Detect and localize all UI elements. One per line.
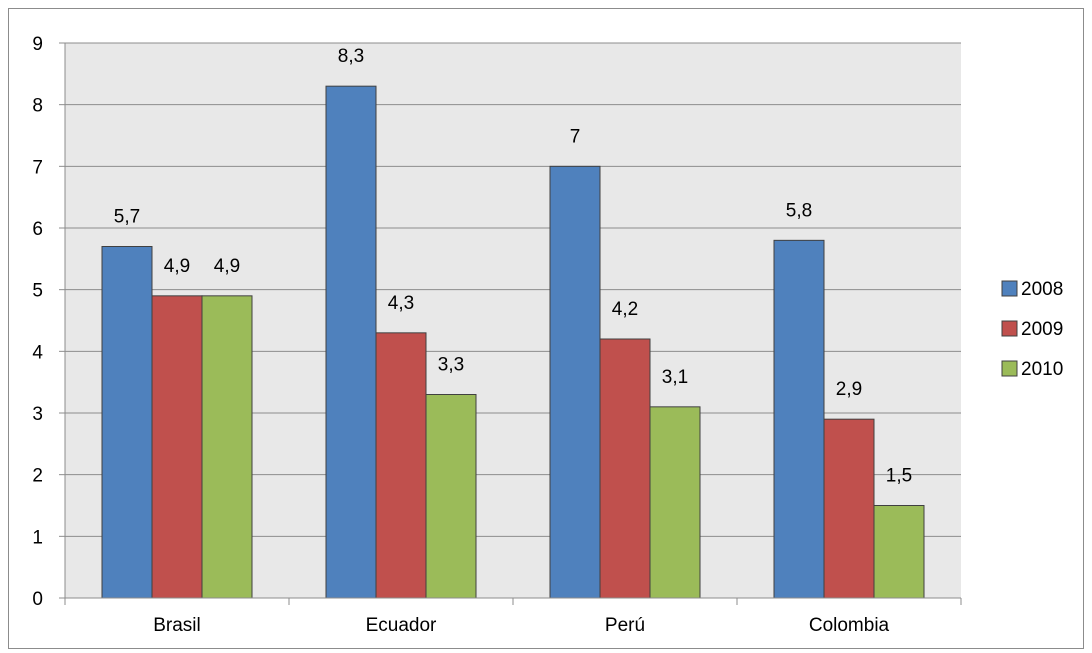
bars bbox=[101, 85, 925, 599]
bar-2008-colombia bbox=[773, 239, 825, 599]
bar-2010-brasil bbox=[201, 295, 253, 599]
data-label: 3,1 bbox=[662, 367, 688, 388]
legend-swatch-2010 bbox=[1001, 360, 1018, 377]
data-label: 5,7 bbox=[114, 207, 140, 228]
data-label: 4,3 bbox=[388, 293, 414, 314]
data-label: 3,3 bbox=[438, 355, 464, 376]
data-label: 4,2 bbox=[612, 299, 638, 320]
axes bbox=[59, 42, 962, 605]
bar-2009-perú bbox=[599, 338, 651, 599]
bar-2009-ecuador bbox=[375, 332, 427, 599]
data-labels: 5,7 4,9 4,9 8,3 4,3 3,3 7 4,2 3,1 5,8 2,9 1,5 bbox=[114, 46, 912, 486]
y-tick-label: 4 bbox=[32, 342, 43, 363]
y-tick-label: 9 bbox=[32, 34, 43, 55]
chart-frame: 0 1 2 3 4 5 6 7 8 9 Brasil Ecuador Perú Colombia 5,7… bbox=[8, 8, 1084, 649]
bar-2009-brasil bbox=[151, 295, 203, 599]
x-axis-tick-labels: Brasil Ecuador Perú Colombia bbox=[153, 615, 889, 636]
bar-2008-perú bbox=[549, 165, 601, 599]
legend-swatch-2008 bbox=[1001, 280, 1018, 297]
bar-2010-ecuador bbox=[425, 394, 477, 599]
y-tick-label: 1 bbox=[32, 527, 43, 548]
legend-label-2010: 2010 bbox=[1021, 359, 1063, 380]
bar-2008-brasil bbox=[101, 246, 153, 599]
data-label: 1,5 bbox=[886, 466, 912, 487]
data-label: 5,8 bbox=[786, 200, 812, 221]
bar-2009-colombia bbox=[823, 418, 875, 599]
x-tick-label: Brasil bbox=[153, 615, 201, 636]
y-tick-label: 0 bbox=[32, 589, 43, 610]
y-tick-label: 6 bbox=[32, 219, 43, 240]
legend-label-2009: 2009 bbox=[1021, 319, 1063, 340]
data-label: 4,9 bbox=[214, 256, 240, 277]
y-axis-tick-labels: 0 1 2 3 4 5 6 7 8 9 bbox=[32, 34, 43, 610]
y-tick-label: 7 bbox=[32, 157, 43, 178]
x-tick-label: Perú bbox=[605, 615, 645, 636]
y-tick-label: 3 bbox=[32, 404, 43, 425]
data-label: 2,9 bbox=[836, 379, 862, 400]
legend-swatch-2009 bbox=[1001, 320, 1018, 337]
x-tick-label: Colombia bbox=[809, 615, 890, 636]
y-tick-label: 5 bbox=[32, 281, 43, 302]
bar-chart: 0 1 2 3 4 5 6 7 8 9 Brasil Ecuador Perú Colombia 5,7… bbox=[32, 34, 1063, 636]
bar-2010-colombia bbox=[873, 505, 925, 599]
data-label: 8,3 bbox=[338, 46, 364, 67]
y-tick-label: 2 bbox=[32, 466, 43, 487]
x-tick-label: Ecuador bbox=[366, 615, 437, 636]
legend: 2008 2009 2010 bbox=[1001, 279, 1063, 380]
bar-2008-ecuador bbox=[325, 85, 377, 599]
data-label: 7 bbox=[570, 126, 581, 147]
bar-2010-perú bbox=[649, 406, 701, 599]
data-label: 4,9 bbox=[164, 256, 190, 277]
y-tick-label: 8 bbox=[32, 96, 43, 117]
legend-label-2008: 2008 bbox=[1021, 279, 1063, 300]
